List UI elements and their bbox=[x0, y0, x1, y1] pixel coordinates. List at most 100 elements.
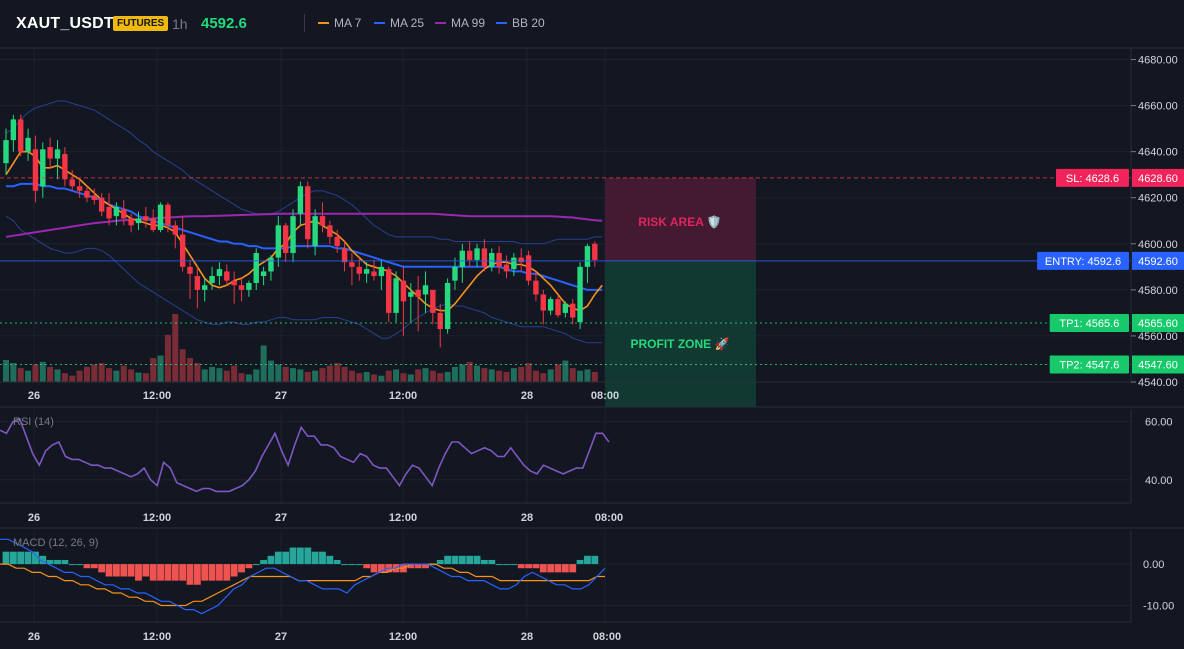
price-axis-label: 4580.00 bbox=[1138, 285, 1178, 297]
legend-bb20[interactable]: BB 20 bbox=[496, 16, 545, 30]
candle-body bbox=[334, 236, 340, 247]
rsi-time-label: 28 bbox=[521, 512, 533, 524]
volume-bar bbox=[47, 366, 54, 382]
legend-ma7[interactable]: MA 7 bbox=[318, 16, 361, 30]
candle-body bbox=[452, 266, 458, 281]
candle-body bbox=[10, 119, 17, 141]
candle-body bbox=[135, 218, 142, 224]
candle-body bbox=[518, 257, 524, 263]
candle-body bbox=[525, 255, 532, 281]
last-price: 4592.6 bbox=[201, 15, 247, 32]
candle-body bbox=[489, 253, 495, 267]
macd-histogram-bar bbox=[201, 564, 209, 581]
candle-body bbox=[408, 292, 414, 297]
tp1-price-tag-text: 4565.60 bbox=[1138, 318, 1178, 330]
volume-bar bbox=[253, 369, 260, 382]
macd-histogram-bar bbox=[326, 555, 334, 565]
macd-histogram-bar bbox=[157, 564, 164, 581]
volume-bar bbox=[400, 373, 407, 382]
price-axis-label: 4640.00 bbox=[1138, 147, 1178, 159]
candle-body bbox=[260, 271, 267, 277]
candle-body bbox=[570, 303, 576, 318]
candle-body bbox=[577, 266, 583, 323]
volume-bar bbox=[54, 369, 61, 382]
volume-bar bbox=[591, 371, 598, 382]
volume-bar bbox=[510, 368, 517, 382]
candle-body bbox=[592, 243, 598, 260]
price-axis-label: 4620.00 bbox=[1138, 193, 1178, 205]
macd-histogram-bar bbox=[311, 551, 319, 565]
candle-body bbox=[32, 149, 39, 191]
macd-histogram-bar bbox=[98, 564, 106, 573]
volume-bar bbox=[282, 366, 289, 382]
macd-histogram-bar bbox=[164, 564, 172, 581]
candle-body bbox=[128, 218, 134, 226]
macd-histogram-bar bbox=[90, 564, 98, 569]
entry-label: ENTRY: 4592.6 bbox=[1045, 256, 1121, 268]
time-axis-label: 12:00 bbox=[143, 390, 171, 402]
volume-bar bbox=[540, 373, 547, 382]
candle-body bbox=[54, 149, 61, 159]
tp2-label-box bbox=[1049, 355, 1129, 374]
macd-histogram-bar bbox=[260, 559, 267, 565]
macd-axis-label: 0.00 bbox=[1143, 559, 1164, 571]
volume-bar bbox=[488, 369, 495, 382]
legend-ma25[interactable]: MA 25 bbox=[374, 16, 424, 30]
rsi-axis-label: 40.00 bbox=[1145, 475, 1173, 487]
candle-body bbox=[555, 299, 561, 316]
candle-body bbox=[547, 299, 554, 311]
volume-bar bbox=[429, 370, 436, 382]
macd-histogram-bar bbox=[76, 564, 83, 566]
macd-histogram-bar bbox=[289, 547, 297, 565]
macd-histogram-bar bbox=[179, 564, 187, 581]
volume-bar bbox=[267, 360, 274, 382]
macd-histogram-bar bbox=[2, 551, 10, 565]
volume-bar bbox=[39, 361, 46, 382]
volume-bar bbox=[437, 373, 444, 382]
macd-histogram-bar bbox=[68, 564, 76, 566]
volume-bar bbox=[334, 363, 341, 382]
macd-signal-line bbox=[0, 563, 605, 607]
macd-histogram-bar bbox=[46, 559, 54, 565]
volume-bar bbox=[518, 366, 525, 382]
legend-ma99[interactable]: MA 99 bbox=[435, 16, 485, 30]
candle-body bbox=[179, 234, 186, 267]
volume-bar bbox=[371, 374, 377, 382]
candle-body bbox=[327, 225, 333, 237]
macd-histogram-bar bbox=[554, 564, 562, 573]
time-axis-label: 08:00 bbox=[591, 390, 619, 402]
candle-body bbox=[91, 195, 98, 201]
macd-histogram-bar bbox=[451, 555, 459, 565]
macd-histogram-bar bbox=[297, 547, 304, 565]
ma99-line bbox=[5, 212, 603, 238]
candle-body bbox=[194, 276, 201, 290]
macd-histogram-bar bbox=[274, 551, 282, 565]
candle-body bbox=[341, 248, 348, 263]
symbol-name[interactable]: XAUT_USDT bbox=[16, 15, 114, 32]
candle-body bbox=[143, 216, 149, 221]
macd-time-label: 28 bbox=[521, 631, 533, 643]
volume-bar bbox=[3, 359, 9, 382]
volume-bar bbox=[69, 375, 76, 382]
macd-histogram-bar bbox=[245, 564, 253, 569]
volume-bar bbox=[562, 360, 569, 382]
volume-bar bbox=[164, 334, 171, 382]
macd-histogram-bar bbox=[319, 551, 326, 565]
candle-body bbox=[113, 206, 120, 217]
macd-histogram-bar bbox=[436, 559, 444, 565]
candle-body bbox=[121, 209, 127, 219]
volume-bar bbox=[422, 368, 429, 382]
volume-bar bbox=[245, 374, 252, 382]
volume-bar bbox=[150, 358, 157, 382]
volume-bar bbox=[10, 363, 17, 382]
candle-body bbox=[40, 149, 46, 187]
candle-body bbox=[312, 216, 318, 247]
volume-bar bbox=[415, 369, 422, 382]
volume-bar bbox=[348, 370, 355, 382]
macd-histogram-bar bbox=[216, 564, 223, 581]
candle-body bbox=[584, 246, 591, 267]
timeframe-label[interactable]: 1h bbox=[172, 16, 188, 32]
volume-bar bbox=[238, 373, 245, 382]
macd-histogram-bar bbox=[503, 564, 510, 566]
